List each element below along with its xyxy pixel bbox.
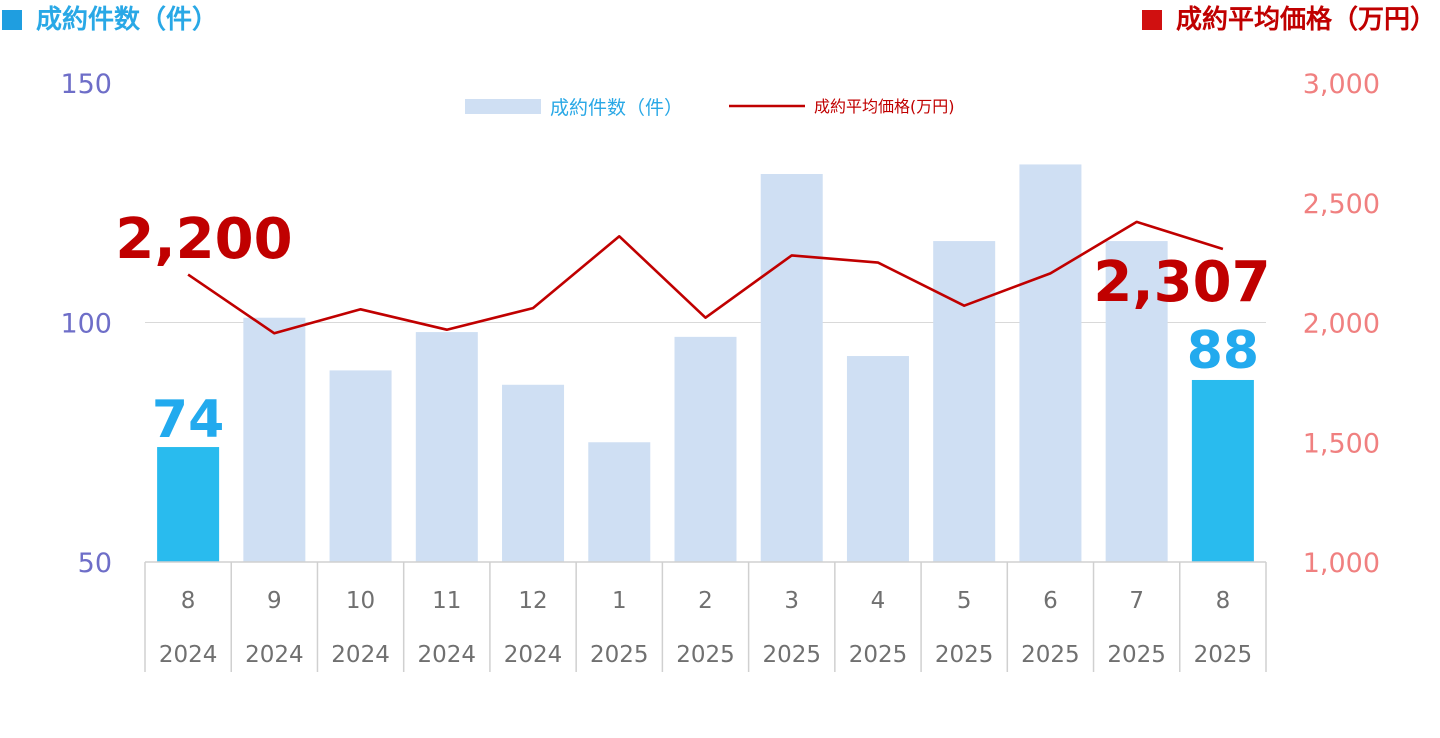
month-label-9: 5 bbox=[957, 588, 972, 614]
left-tick-150: 150 bbox=[60, 69, 112, 100]
month-label-11: 7 bbox=[1129, 588, 1144, 614]
month-label-5: 1 bbox=[612, 588, 627, 614]
bar-11 bbox=[1105, 241, 1168, 562]
year-label-4: 2024 bbox=[504, 642, 563, 668]
month-label-12: 8 bbox=[1216, 588, 1231, 614]
month-label-2: 10 bbox=[346, 588, 375, 614]
legend-bar-swatch bbox=[465, 99, 541, 114]
bar-10 bbox=[1019, 164, 1082, 562]
year-label-7: 2025 bbox=[762, 642, 821, 668]
year-label-6: 2025 bbox=[676, 642, 735, 668]
year-label-5: 2025 bbox=[590, 642, 649, 668]
price-label-last: 2,307 bbox=[1093, 250, 1270, 315]
right-axis-title-text: 成約平均価格（万円） bbox=[1175, 5, 1436, 35]
chart-legend: 成約件数（件） 成約平均価格(万円) bbox=[465, 97, 955, 119]
left-axis-title: 成約件数（件） bbox=[2, 0, 218, 40]
month-label-4: 12 bbox=[518, 588, 547, 614]
bar-5 bbox=[588, 442, 651, 562]
price-label-first: 2,200 bbox=[115, 207, 292, 272]
year-label-11: 2025 bbox=[1107, 642, 1166, 668]
month-label-10: 6 bbox=[1043, 588, 1058, 614]
bar-12 bbox=[1191, 379, 1254, 562]
right-title-square-icon bbox=[1141, 10, 1162, 30]
year-label-3: 2024 bbox=[418, 642, 477, 668]
left-title-square-icon bbox=[2, 10, 22, 30]
bar-9 bbox=[933, 241, 996, 562]
year-label-9: 2025 bbox=[935, 642, 994, 668]
right-tick-3,000: 3,000 bbox=[1303, 69, 1380, 100]
bar-7 bbox=[760, 174, 823, 562]
month-label-3: 11 bbox=[432, 588, 461, 614]
bar-3 bbox=[415, 332, 478, 562]
legend-bar-label: 成約件数（件） bbox=[550, 97, 683, 119]
year-label-1: 2024 bbox=[245, 642, 304, 668]
year-label-2: 2024 bbox=[331, 642, 390, 668]
right-tick-2,000: 2,000 bbox=[1303, 309, 1380, 340]
left-tick-50: 50 bbox=[78, 548, 112, 579]
bar-2 bbox=[329, 370, 392, 562]
year-label-0: 2024 bbox=[159, 642, 218, 668]
left-axis-title-text: 成約件数（件） bbox=[36, 5, 219, 35]
month-label-7: 3 bbox=[784, 588, 799, 614]
right-tick-2,500: 2,500 bbox=[1303, 189, 1380, 220]
year-label-12: 2025 bbox=[1194, 642, 1253, 668]
right-axis-title: 成約平均価格（万円） bbox=[1141, 0, 1436, 40]
bar-1 bbox=[243, 317, 306, 562]
bar-6 bbox=[674, 336, 737, 562]
count-label-last: 88 bbox=[1187, 321, 1259, 381]
month-label-0: 8 bbox=[181, 588, 196, 614]
year-label-8: 2025 bbox=[849, 642, 908, 668]
price-line-series bbox=[187, 220, 1224, 335]
month-label-1: 9 bbox=[267, 588, 282, 614]
month-label-6: 2 bbox=[698, 588, 713, 614]
legend-line-label: 成約平均価格(万円) bbox=[814, 97, 955, 116]
left-tick-100: 100 bbox=[60, 309, 112, 340]
right-tick-1,000: 1,000 bbox=[1303, 548, 1380, 579]
bar-8 bbox=[846, 356, 909, 562]
year-label-10: 2025 bbox=[1021, 642, 1080, 668]
month-label-8: 4 bbox=[871, 588, 886, 614]
count-label-first: 74 bbox=[152, 390, 224, 450]
bar-0 bbox=[157, 447, 220, 562]
bar-4 bbox=[502, 384, 565, 562]
right-tick-1,500: 1,500 bbox=[1303, 428, 1380, 459]
